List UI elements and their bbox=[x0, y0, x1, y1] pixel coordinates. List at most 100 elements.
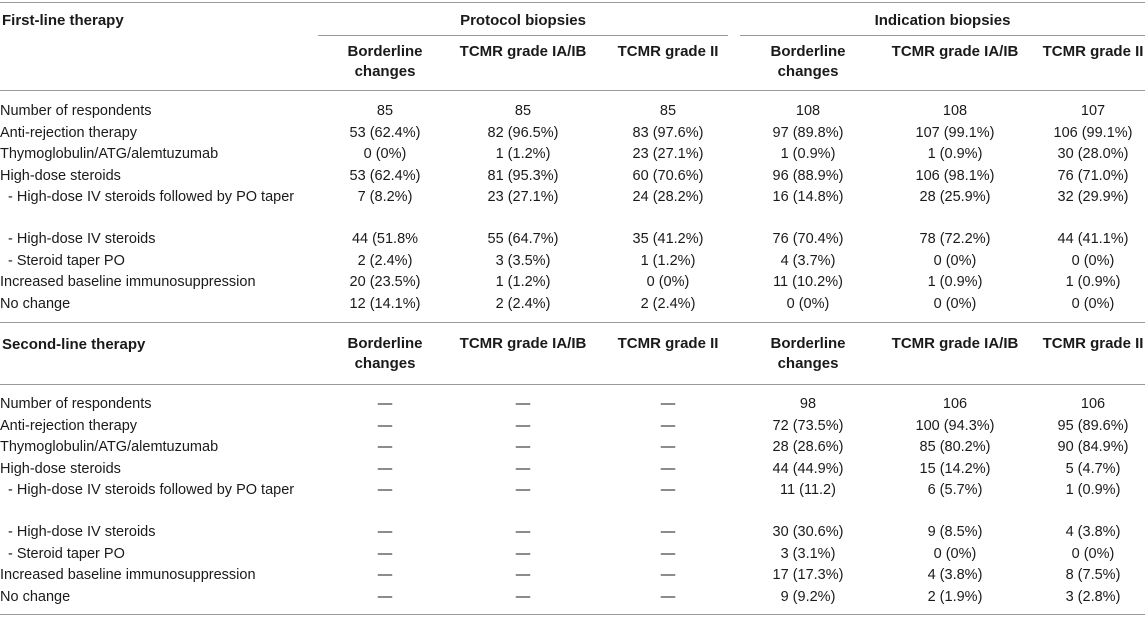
table-cell: — bbox=[377, 417, 393, 434]
row-label: - Steroid taper PO bbox=[8, 545, 125, 562]
table-cell: — bbox=[377, 524, 393, 540]
table-cell: 106 (98.1%) bbox=[915, 167, 995, 184]
table-cell: 44 (51.8% bbox=[351, 231, 419, 247]
section2-title: Second-line therapy bbox=[2, 336, 146, 353]
table-cell: 35 (41.2%) bbox=[632, 231, 704, 247]
table-cell: 23 (27.1%) bbox=[487, 189, 559, 205]
table-cell: 100 (94.3%) bbox=[915, 417, 995, 434]
table-cell: 55 (64.7%) bbox=[487, 231, 559, 247]
table-cell: 32 (29.9%) bbox=[1057, 189, 1129, 205]
table-cell: 1 (0.9%) bbox=[780, 146, 836, 162]
table-cell: 0 (0%) bbox=[786, 295, 830, 312]
table-cell: 4 (3.7%) bbox=[780, 252, 836, 269]
column-header: Borderline changes bbox=[770, 335, 846, 372]
table-cell: 81 (95.3%) bbox=[487, 167, 559, 184]
table-cell: 12 (14.1%) bbox=[349, 295, 421, 312]
table-cell: — bbox=[515, 524, 531, 540]
table-cell: 20 (23.5%) bbox=[349, 274, 421, 290]
group-header-protocol: Protocol biopsies bbox=[460, 12, 586, 29]
table-cell: — bbox=[515, 460, 531, 477]
column-header: TCMR grade IA/IB bbox=[891, 43, 1019, 60]
table-cell: 2 (1.9%) bbox=[927, 588, 983, 605]
table-cell: 44 (44.9%) bbox=[772, 460, 844, 477]
table-cell: 76 (71.0%) bbox=[1057, 167, 1129, 184]
table-cell: — bbox=[377, 482, 393, 498]
table-cell: 85 bbox=[659, 103, 677, 119]
group-rule-protocol bbox=[318, 35, 728, 36]
table-cell: 106 (99.1%) bbox=[1053, 124, 1133, 141]
table-cell: 76 (70.4%) bbox=[772, 231, 844, 247]
table-cell: — bbox=[515, 439, 531, 455]
table-cell: — bbox=[660, 417, 676, 434]
table-cell: 72 (73.5%) bbox=[772, 417, 844, 434]
table-cell: — bbox=[660, 567, 676, 583]
table-cell: 0 (0%) bbox=[1071, 295, 1115, 312]
table-cell: — bbox=[515, 417, 531, 434]
table-cell: 97 (89.8%) bbox=[772, 124, 844, 141]
bottom-rule bbox=[0, 614, 1145, 615]
table-cell: 9 (8.5%) bbox=[927, 524, 983, 540]
table-cell: — bbox=[515, 567, 531, 583]
table-cell: — bbox=[660, 588, 676, 605]
table-cell: 4 (3.8%) bbox=[927, 567, 983, 583]
row-label: No change bbox=[0, 295, 71, 312]
row-label: - High-dose IV steroids bbox=[8, 231, 156, 247]
table-cell: 0 (0%) bbox=[1071, 252, 1115, 269]
table-cell: 85 bbox=[514, 103, 532, 119]
column-header: Borderline changes bbox=[347, 335, 423, 372]
column-header: Borderline changes bbox=[347, 43, 423, 80]
table-cell: 3 (3.1%) bbox=[780, 545, 836, 562]
table-cell: 2 (2.4%) bbox=[357, 252, 413, 269]
table-cell: — bbox=[377, 439, 393, 455]
row-label: High-dose steroids bbox=[0, 167, 121, 184]
table-cell: 7 (8.2%) bbox=[357, 189, 413, 205]
table-cell: 1 (1.2%) bbox=[495, 274, 551, 290]
table-cell: 5 (4.7%) bbox=[1065, 460, 1121, 477]
table-cell: 8 (7.5%) bbox=[1065, 567, 1121, 583]
column-header: Borderline changes bbox=[770, 43, 846, 80]
column-header: TCMR grade II bbox=[1042, 335, 1144, 352]
table-cell: — bbox=[515, 545, 531, 562]
table-cell: — bbox=[660, 460, 676, 477]
group-rule-indication bbox=[740, 35, 1145, 36]
row-label: - High-dose IV steroids bbox=[8, 524, 156, 540]
row-label: Number of respondents bbox=[0, 396, 152, 412]
table-cell: 1 (0.9%) bbox=[927, 274, 983, 290]
row-label: Number of respondents bbox=[0, 103, 152, 119]
row-label: Increased baseline immunosuppression bbox=[0, 274, 256, 290]
table-cell: 0 (0%) bbox=[646, 274, 690, 290]
table-cell: 1 (0.9%) bbox=[1065, 482, 1121, 498]
table-cell: 23 (27.1%) bbox=[632, 146, 704, 162]
table-cell: 15 (14.2%) bbox=[919, 460, 991, 477]
column-header: TCMR grade IA/IB bbox=[459, 335, 587, 352]
row-label: Thymoglobulin/ATG/alemtuzumab bbox=[0, 146, 219, 162]
table-cell: 83 (97.6%) bbox=[632, 124, 704, 141]
table-cell: 44 (41.1%) bbox=[1057, 231, 1129, 247]
table-cell: 95 (89.6%) bbox=[1057, 417, 1129, 434]
table-cell: 85 (80.2%) bbox=[919, 439, 991, 455]
row-label: - High-dose IV steroids followed by PO t… bbox=[8, 189, 295, 205]
table-cell: — bbox=[660, 482, 676, 498]
table-cell: 1 (1.2%) bbox=[640, 252, 696, 269]
table-cell: 0 (0%) bbox=[1071, 545, 1115, 562]
table-cell: 3 (3.5%) bbox=[495, 252, 551, 269]
row-label: Anti-rejection therapy bbox=[0, 124, 138, 141]
table-cell: 3 (2.8%) bbox=[1065, 588, 1121, 605]
table-cell: 0 (0%) bbox=[933, 295, 977, 312]
table-cell: 53 (62.4%) bbox=[349, 167, 421, 184]
table-cell: 78 (72.2%) bbox=[919, 231, 991, 247]
table-cell: 6 (5.7%) bbox=[927, 482, 983, 498]
column-header: TCMR grade IA/IB bbox=[891, 335, 1019, 352]
section1-title: First-line therapy bbox=[2, 12, 124, 29]
table-cell: 108 bbox=[795, 103, 821, 119]
table-cell: — bbox=[660, 396, 676, 412]
table-cell: 0 (0%) bbox=[363, 146, 407, 162]
table-cell: 30 (30.6%) bbox=[772, 524, 844, 540]
group-header-indication: Indication biopsies bbox=[874, 12, 1011, 29]
row-label: Increased baseline immunosuppression bbox=[0, 567, 256, 583]
row-label: Thymoglobulin/ATG/alemtuzumab bbox=[0, 439, 219, 455]
table-cell: 98 bbox=[799, 396, 817, 412]
top-rule bbox=[0, 2, 1145, 3]
table-cell: 82 (96.5%) bbox=[487, 124, 559, 141]
